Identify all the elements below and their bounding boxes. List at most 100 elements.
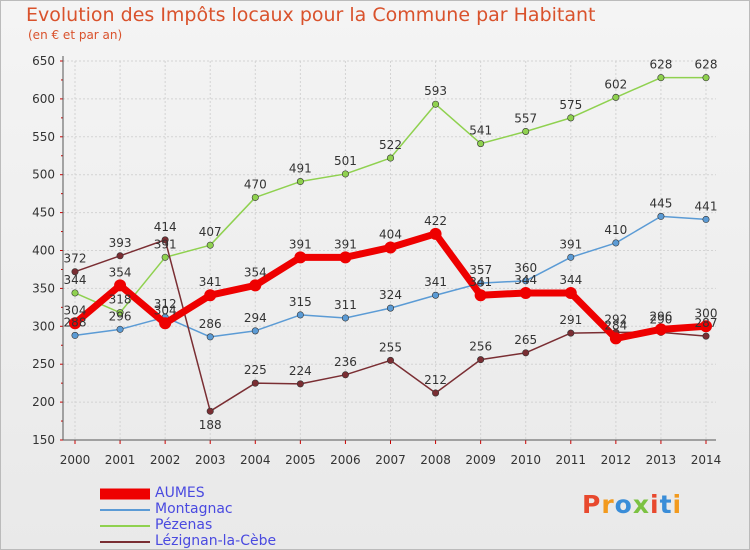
series-1-data-label: 441 <box>695 199 718 213</box>
series-0-data-label: 300 <box>695 306 718 320</box>
series-0-data-label: 296 <box>649 309 672 323</box>
series-2-data-label: 522 <box>379 138 402 152</box>
x-tick-label: 2000 <box>60 453 91 467</box>
legend-label-montagnac: Montagnac <box>155 501 233 517</box>
series-0-point <box>339 251 352 264</box>
series-1-point <box>522 277 530 285</box>
series-0-data-label: 304 <box>154 303 177 317</box>
logo-letter: x <box>632 490 650 519</box>
series-2-data-label: 575 <box>559 98 582 112</box>
series-0-data-label: 404 <box>379 227 402 241</box>
series-1-data-label: 288 <box>64 315 87 329</box>
series-2-point <box>161 253 169 261</box>
series-3-data-label: 393 <box>109 236 132 250</box>
series-1-point <box>702 215 710 223</box>
y-tick-label: 400 <box>32 244 55 258</box>
series-2-point <box>206 241 214 249</box>
series-3-data-label: 225 <box>244 363 267 377</box>
x-tick-label: 2009 <box>465 453 496 467</box>
series-1-data-label: 294 <box>244 311 267 325</box>
series-0-point <box>474 289 487 302</box>
series-3-point <box>161 236 169 244</box>
logo-letter: t <box>659 490 673 519</box>
x-tick-label: 2002 <box>150 453 181 467</box>
series-0-data-label: 284 <box>604 318 627 332</box>
series-1-data-label: 391 <box>559 237 582 251</box>
series-0-data-label: 341 <box>469 275 492 289</box>
series-3-data-label: 255 <box>379 340 402 354</box>
series-0-point <box>384 241 397 254</box>
series-0-data-label: 391 <box>334 237 357 251</box>
chart-title: Evolution des Impôts locaux pour la Comm… <box>26 4 596 26</box>
y-tick-label: 150 <box>32 433 55 447</box>
series-3-point <box>386 356 394 364</box>
series-3-point <box>296 380 304 388</box>
x-tick-label: 2004 <box>240 453 271 467</box>
series-3-point <box>341 371 349 379</box>
series-3-data-label: 256 <box>469 340 492 354</box>
series-3-point <box>477 356 485 364</box>
y-tick-label: 450 <box>32 206 55 220</box>
series-3-data-label: 236 <box>334 355 357 369</box>
series-0-point <box>159 317 172 330</box>
series-2-data-label: 628 <box>695 58 718 72</box>
series-0-point <box>294 251 307 264</box>
series-1-point <box>567 253 575 261</box>
x-tick-label: 2008 <box>420 453 451 467</box>
x-tick-label: 2001 <box>105 453 136 467</box>
series-1-point <box>296 311 304 319</box>
series-2-point <box>432 100 440 108</box>
series-3-data-label: 188 <box>199 418 222 432</box>
logo-letter: i <box>650 490 660 519</box>
series-2-data-label: 318 <box>109 293 132 307</box>
series-1-data-label: 324 <box>379 288 402 302</box>
series-3-point <box>206 407 214 415</box>
series-3-data-label: 292 <box>604 312 627 326</box>
y-tick-label: 600 <box>32 92 55 106</box>
series-2-data-label: 628 <box>649 58 672 72</box>
series-2-data-label: 470 <box>244 177 267 191</box>
series-2-data-label: 407 <box>199 225 222 239</box>
series-1-data-label: 357 <box>469 263 492 277</box>
series-1-data-label: 410 <box>604 223 627 237</box>
series-3-data-label: 265 <box>514 333 537 347</box>
series-1-point <box>386 304 394 312</box>
series-2-point <box>386 154 394 162</box>
series-1-point <box>657 212 665 220</box>
series-1-data-label: 286 <box>199 317 222 331</box>
axes: 150 200 250 300 350 400 450 500 550 600 650 2000 200… <box>32 54 721 467</box>
series-0-point <box>654 323 667 336</box>
proxiti-logo: Proxiti <box>582 490 682 519</box>
series-2-data-label: 557 <box>514 111 537 125</box>
series-0-point <box>519 286 532 299</box>
series-0-point <box>700 320 712 333</box>
series-1-point <box>116 325 124 333</box>
data-labels: 344 318 391 407 470 491 501 522 593 541 557 575 602 6… <box>64 58 718 433</box>
series-1-data-label: 445 <box>649 196 672 210</box>
logo-letter: r <box>601 490 615 519</box>
series-1-data-label: 311 <box>334 298 357 312</box>
x-tick-label: 2007 <box>375 453 406 467</box>
series-0-point <box>249 279 262 292</box>
series-1-point <box>251 327 259 335</box>
series-1-data-label: 315 <box>289 295 312 309</box>
series-3-data-label: 287 <box>695 316 718 330</box>
series-2-point <box>612 93 620 101</box>
series-0-data-label: 344 <box>514 273 537 287</box>
series-2-data-label: 602 <box>604 77 627 91</box>
logo-letter: o <box>614 490 633 519</box>
x-tick-label: 2005 <box>285 453 316 467</box>
series-0-data-label: 304 <box>64 303 87 317</box>
legend-swatch-montagnac <box>100 509 150 511</box>
series-3-point <box>251 379 259 387</box>
series-2-point <box>251 193 259 201</box>
legend-swatch-aumes <box>100 488 150 500</box>
series-3-point <box>116 252 124 260</box>
logo-letter: P <box>582 490 602 519</box>
series-0-point <box>564 286 577 299</box>
series-1-point <box>612 239 620 247</box>
series-2-point <box>296 178 304 186</box>
chart-subtitle: (en € et par an) <box>28 28 123 42</box>
